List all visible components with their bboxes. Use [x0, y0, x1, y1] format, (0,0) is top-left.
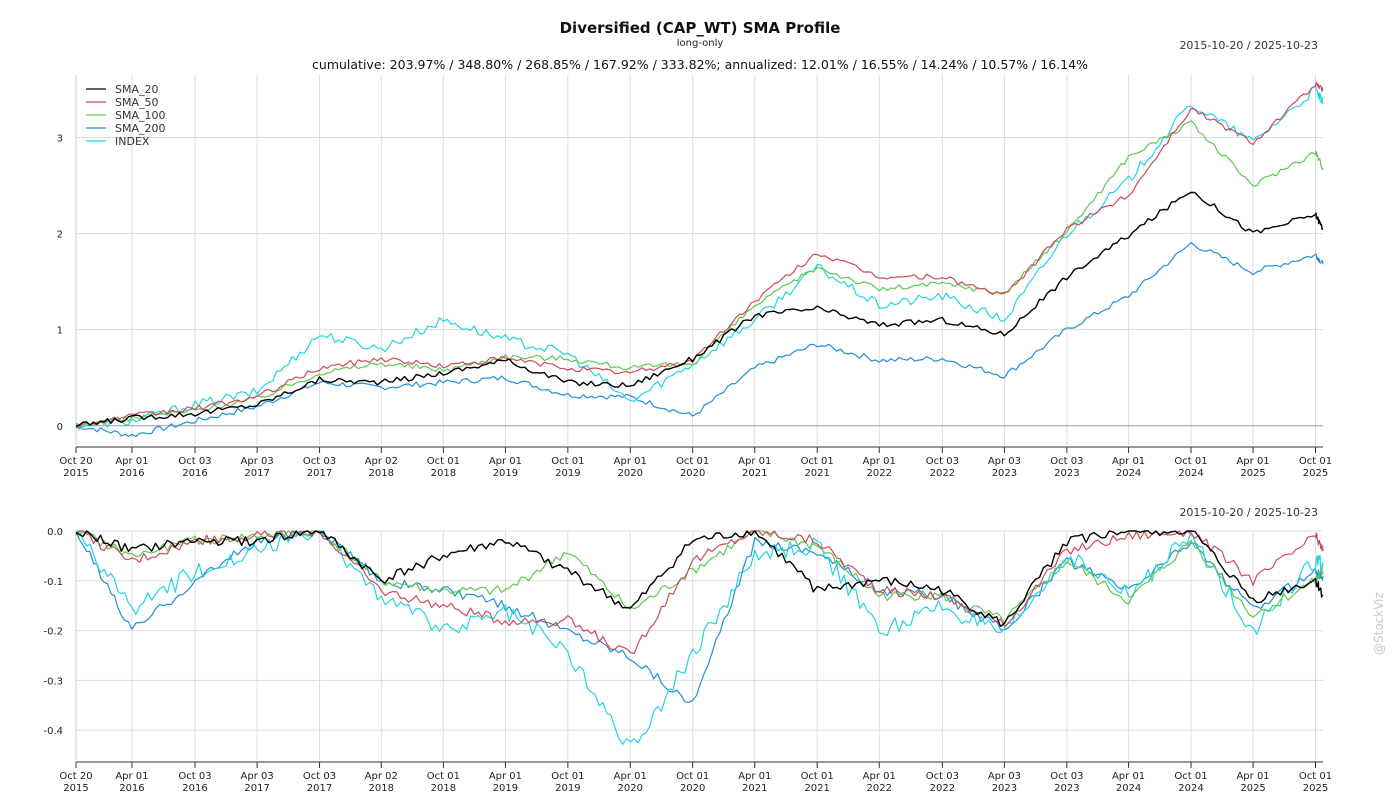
x-tick-label: Apr 01 2021: [738, 456, 771, 479]
x-tick-label: Apr 01 2022: [863, 456, 896, 479]
x-tick-label: Oct 03 2017: [303, 456, 336, 479]
x-tick-label: Oct 01 2019: [551, 771, 584, 794]
series-line-sma-100: [75, 120, 1324, 427]
drawdown-panel: Oct 20 2015 Apr 01 2016 Oct 03 2016 Apr 03 2017…: [43, 527, 1332, 794]
x-tick-label: Oct 20 2015: [59, 771, 92, 794]
y-tick-label: -0.1: [43, 577, 63, 588]
x-tick-label: Apr 01 2024: [1112, 771, 1145, 794]
stats-line: cumulative: 203.97% / 348.80% / 268.85% …: [312, 57, 1088, 72]
x-tick-label: Oct 03 2023: [1050, 456, 1083, 479]
x-tick-label: Oct 01 2021: [801, 456, 834, 479]
x-tick-label: Apr 01 2020: [614, 456, 647, 479]
x-tick-label: Apr 01 2020: [614, 771, 647, 794]
y-tick-label: 0: [57, 422, 63, 433]
x-tick-label: Oct 01 2020: [676, 771, 709, 794]
legend-label: INDEX: [115, 135, 150, 148]
x-tick-label: Apr 01 2016: [115, 456, 148, 479]
y-tick-label: 2: [57, 230, 63, 241]
date-range-top: 2015-10-20 / 2025-10-23: [1179, 39, 1318, 52]
x-tick-label: Apr 02 2018: [365, 456, 398, 479]
x-tick-label: Oct 03 2016: [178, 771, 211, 794]
x-tick-label: Apr 03 2023: [988, 771, 1021, 794]
series-line-sma-50: [75, 530, 1324, 655]
legend-label: SMA_20: [115, 83, 159, 96]
x-tick-label: Apr 01 2016: [115, 771, 148, 794]
series-line-sma-20: [75, 191, 1324, 428]
x-tick-label: Oct 03 2022: [926, 771, 959, 794]
series-line-sma-20: [75, 530, 1324, 628]
series-line-sma-100: [75, 530, 1324, 625]
series-line-sma-200: [75, 530, 1324, 704]
x-tick-label: Oct 20 2015: [59, 456, 92, 479]
x-tick-label: Oct 01 2025: [1299, 456, 1332, 479]
cumulative-panel: Oct 20 2015 Apr 01 2016 Oct 03 2016 Apr 03 2017…: [57, 75, 1332, 479]
x-tick-label: Oct 01 2024: [1174, 771, 1207, 794]
series-line-index: [75, 530, 1324, 746]
chart-title: Diversified (CAP_WT) SMA Profile: [559, 19, 841, 37]
x-tick-label: Apr 01 2024: [1112, 456, 1145, 479]
x-tick-label: Apr 01 2019: [489, 456, 522, 479]
x-tick-label: Oct 03 2016: [178, 456, 211, 479]
x-tick-label: Apr 03 2017: [241, 771, 274, 794]
x-tick-label: Apr 01 2025: [1236, 456, 1269, 479]
legend-label: SMA_50: [115, 96, 159, 109]
y-tick-label: -0.3: [43, 676, 63, 687]
legend-label: SMA_100: [115, 109, 166, 122]
x-tick-label: Oct 03 2017: [303, 771, 336, 794]
x-tick-label: Oct 03 2023: [1050, 771, 1083, 794]
y-tick-label: 1: [57, 326, 63, 337]
y-tick-label: -0.4: [43, 726, 63, 737]
x-tick-label: Oct 03 2022: [926, 456, 959, 479]
y-tick-label: 3: [57, 133, 63, 144]
x-tick-label: Apr 01 2022: [863, 771, 896, 794]
x-tick-label: Apr 02 2018: [365, 771, 398, 794]
x-tick-label: Oct 01 2024: [1174, 456, 1207, 479]
chart-subtitle: long-only: [676, 38, 724, 49]
x-tick-label: Oct 01 2019: [551, 456, 584, 479]
x-tick-label: Apr 01 2025: [1236, 771, 1269, 794]
x-tick-label: Apr 03 2023: [988, 456, 1021, 479]
x-tick-label: Oct 01 2020: [676, 456, 709, 479]
series-line-sma-50: [75, 81, 1324, 429]
series-line-sma-200: [75, 241, 1324, 438]
y-tick-label: -0.2: [43, 627, 63, 638]
series-line-index: [75, 85, 1324, 431]
x-tick-label: Apr 01 2021: [738, 771, 771, 794]
x-tick-label: Apr 03 2017: [241, 456, 274, 479]
x-tick-label: Oct 01 2021: [801, 771, 834, 794]
legend-label: SMA_200: [115, 122, 166, 135]
x-tick-label: Apr 01 2019: [489, 771, 522, 794]
date-range-bottom: 2015-10-20 / 2025-10-23: [1179, 506, 1318, 519]
x-tick-label: Oct 01 2025: [1299, 771, 1332, 794]
x-tick-label: Oct 01 2018: [427, 456, 460, 479]
x-tick-label: Oct 01 2018: [427, 771, 460, 794]
y-tick-label: 0.0: [47, 527, 63, 538]
